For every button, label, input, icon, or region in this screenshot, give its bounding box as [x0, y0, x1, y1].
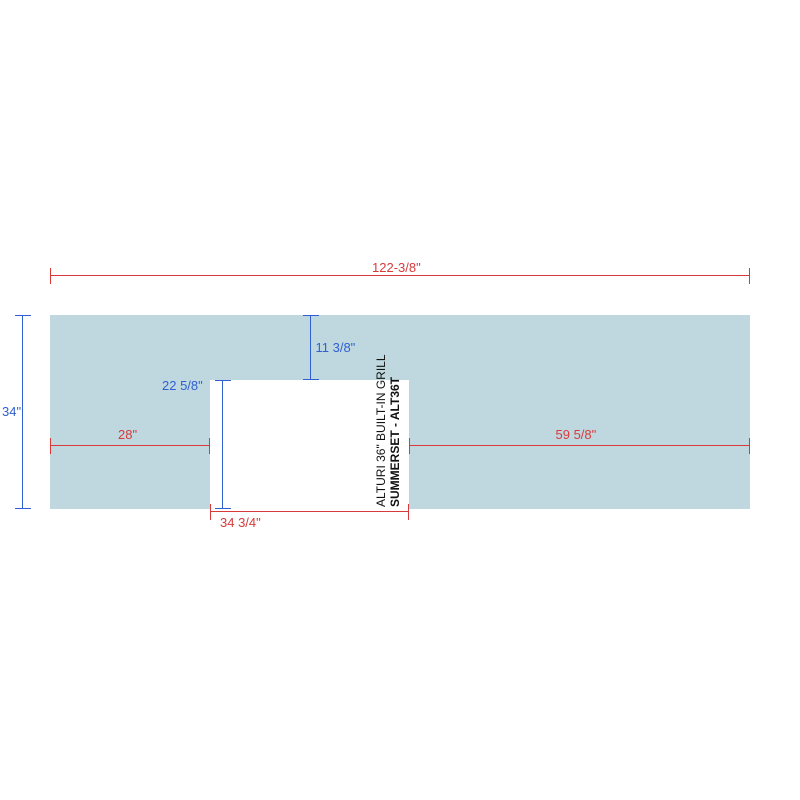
dim-right-offset-label: 59 5/8": [556, 427, 597, 442]
dim-cutout-height-label: 22 5/8": [162, 378, 203, 393]
dim-cutout-width-label: 34 3/4": [220, 515, 261, 530]
dim-total-width-label: 122-3/8": [372, 260, 421, 275]
dim-cutout-width: [210, 511, 409, 512]
dim-total-width: [50, 275, 750, 276]
dim-left-offset-label: 28": [118, 427, 137, 442]
dim-counter-depth: [22, 315, 23, 509]
cutout-label-line1: ALTURI 36" BUILT-IN GRILL: [374, 382, 388, 507]
dim-cutout-height: [222, 380, 223, 509]
diagram-canvas: ALTURI 36" BUILT-IN GRILL SUMMERSET - AL…: [0, 0, 800, 800]
dim-counter-depth-label: 34": [2, 404, 21, 419]
cutout-label-line2: SUMMERSET - ALT36T: [388, 382, 402, 507]
dim-right-offset: [409, 445, 750, 446]
cutout-label: ALTURI 36" BUILT-IN GRILL SUMMERSET - AL…: [374, 382, 402, 507]
dim-top-offset-label: 11 3/8": [316, 340, 356, 355]
dim-top-offset: [310, 315, 311, 380]
dim-left-offset: [50, 445, 210, 446]
grill-cutout: ALTURI 36" BUILT-IN GRILL SUMMERSET - AL…: [210, 380, 409, 509]
